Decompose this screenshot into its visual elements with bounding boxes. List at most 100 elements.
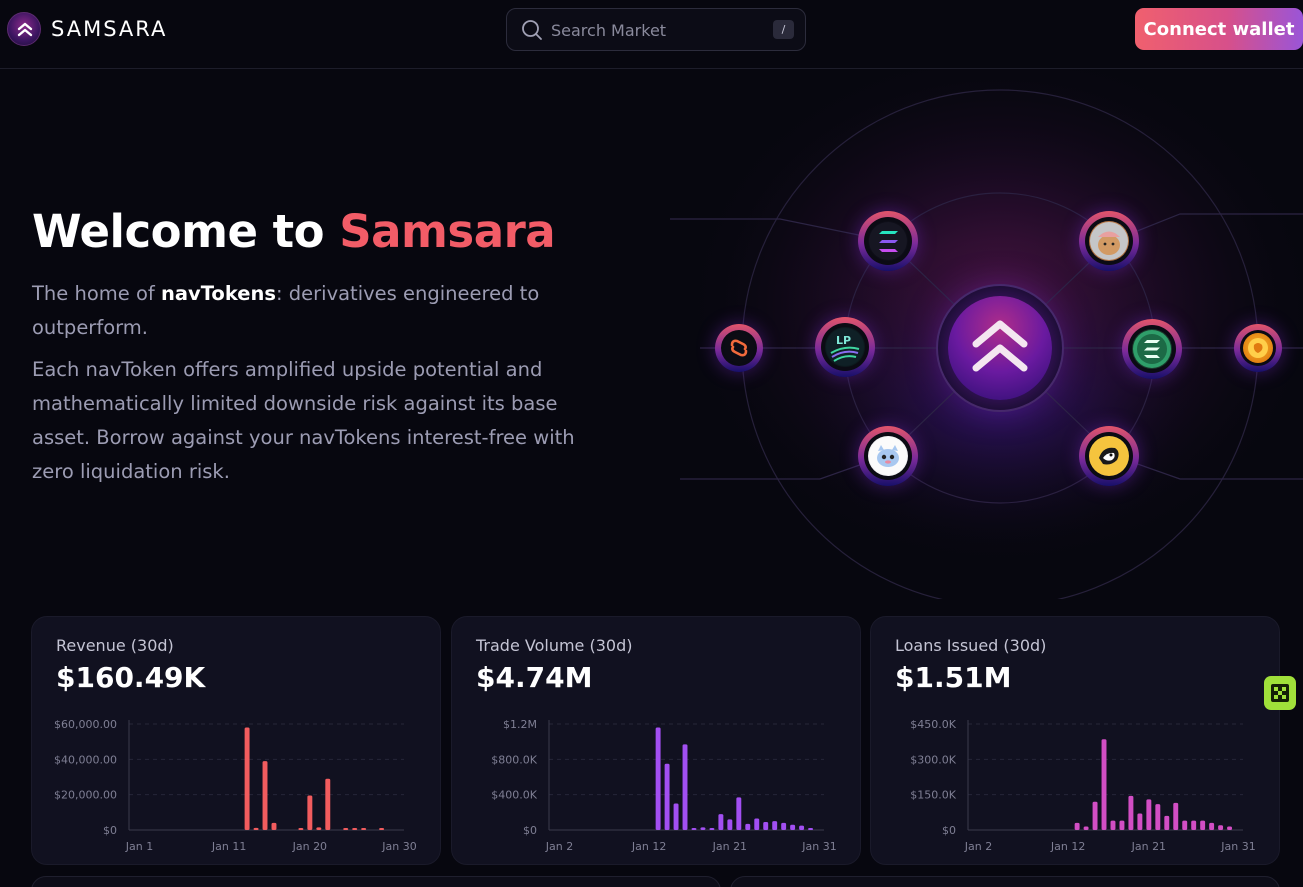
bar <box>700 827 706 830</box>
bar <box>727 819 733 830</box>
bar <box>718 814 724 830</box>
x-tick-label: Jan 31 <box>1220 840 1255 853</box>
synapse-token-icon[interactable] <box>715 324 763 372</box>
card-value: $1.51M <box>895 661 1012 694</box>
samsara-chevrons-icon <box>948 296 1052 400</box>
trade-volume-card: Trade Volume (30d) $4.74M $0 $400.0K $800.… <box>451 616 861 865</box>
bar <box>1155 804 1161 830</box>
y-tick-label: $0 <box>103 824 117 837</box>
bar <box>736 797 742 830</box>
bar <box>343 828 349 830</box>
next-section-card-right <box>730 876 1280 887</box>
loans-issued-card: Loans Issued (30d) $1.51M $0 $150.0K $300.… <box>870 616 1280 865</box>
card-label: Trade Volume (30d) <box>476 636 633 655</box>
samsara-hub <box>936 284 1064 412</box>
x-tick-label: Jan 2 <box>964 840 992 853</box>
bar <box>271 822 277 830</box>
grid-logo-icon <box>1271 684 1289 702</box>
bar <box>361 828 367 830</box>
y-tick-label: $300.0K <box>910 753 956 766</box>
bar <box>1200 820 1206 830</box>
bar <box>1218 825 1224 830</box>
bar <box>682 744 688 830</box>
bar <box>763 822 769 830</box>
connect-wallet-button[interactable]: Connect wallet <box>1135 8 1303 50</box>
bar <box>655 727 661 830</box>
hero-title-prefix: Welcome to <box>32 205 340 258</box>
bar <box>1110 820 1116 830</box>
widget-launcher-button[interactable] <box>1264 676 1296 710</box>
card-value: $160.49K <box>56 661 206 694</box>
bar <box>1119 820 1125 830</box>
hero-intro: The home of navTokens: derivatives engin… <box>32 277 592 345</box>
y-tick-label: $450.0K <box>910 718 956 731</box>
solana-token-icon[interactable] <box>858 211 918 271</box>
x-tick-label: Jan 21 <box>1131 840 1166 853</box>
bar <box>1182 820 1188 830</box>
bar <box>772 821 778 830</box>
bar <box>1227 826 1233 830</box>
bar <box>1146 799 1152 830</box>
card-label: Loans Issued (30d) <box>895 636 1047 655</box>
x-tick-label: Jan 12 <box>1050 840 1085 853</box>
trade-volume-chart: $0 $400.0K $800.0K $1.2M Jan 2 Jan 12 Jan 21 Ja… <box>491 718 836 853</box>
search-input[interactable] <box>551 19 761 41</box>
bar <box>808 828 814 830</box>
lp-token-icon[interactable]: LP <box>815 317 875 377</box>
search-shortcut-hint: / <box>773 20 794 39</box>
search-box[interactable]: / <box>506 8 806 51</box>
x-tick-label: Jan 11 <box>211 840 246 853</box>
hero-intro-before: The home of <box>32 282 161 305</box>
bar <box>664 763 670 830</box>
samsara-logo-icon[interactable] <box>7 12 41 46</box>
bar <box>1128 795 1134 830</box>
bar <box>790 824 796 830</box>
hero-title: Welcome to Samsara <box>32 205 556 258</box>
dog-token-icon[interactable] <box>1079 211 1139 271</box>
y-tick-label: $60,000.00 <box>54 718 117 731</box>
loans-issued-chart: $0 $150.0K $300.0K $450.0K Jan 2 Jan 12 Jan 21… <box>910 718 1255 853</box>
top-nav: SAMSARA / Connect wallet <box>0 0 1303 69</box>
bar <box>673 803 679 830</box>
bar <box>253 827 259 830</box>
logo-text[interactable]: SAMSARA <box>51 17 168 41</box>
hero-description: Each navToken offers amplified upside po… <box>32 358 575 483</box>
bar <box>325 778 331 830</box>
bar <box>1137 813 1143 830</box>
x-tick-label: Jan 12 <box>631 840 666 853</box>
bonk-token-icon[interactable] <box>1234 324 1282 372</box>
bar <box>1209 822 1215 830</box>
bar <box>379 828 385 830</box>
penguin-token-icon[interactable] <box>1079 426 1139 486</box>
x-tick-label: Jan 31 <box>801 840 836 853</box>
hero-intro-after: : derivatives engineered to outperform. <box>32 282 540 339</box>
bar <box>781 822 787 830</box>
y-tick-label: $0 <box>942 824 956 837</box>
hero-intro-bold: navTokens <box>160 282 276 305</box>
x-tick-label: Jan 21 <box>712 840 747 853</box>
bar <box>262 761 268 830</box>
hero-title-accent: Samsara <box>339 205 556 258</box>
bar <box>745 823 751 830</box>
bar <box>1164 815 1170 830</box>
bar <box>754 818 760 830</box>
next-section-card-left <box>31 876 721 887</box>
solana-green-token-icon[interactable] <box>1122 319 1182 379</box>
bar <box>316 827 322 830</box>
x-tick-label: Jan 2 <box>545 840 573 853</box>
y-tick-label: $1.2M <box>503 718 537 731</box>
bar <box>1173 802 1179 830</box>
cat-token-icon[interactable] <box>858 426 918 486</box>
y-tick-label: $0 <box>523 824 537 837</box>
bar <box>1191 820 1197 830</box>
bar <box>1083 826 1089 830</box>
x-tick-label: Jan 30 <box>381 840 416 853</box>
bar <box>709 828 715 830</box>
token-network-graphic: LP <box>660 69 1303 599</box>
bar <box>799 825 805 830</box>
y-tick-label: $20,000.00 <box>54 789 117 802</box>
card-value: $4.74M <box>476 661 593 694</box>
search-icon <box>522 20 542 40</box>
revenue-card: Revenue (30d) $160.49K $0 $20,000.00 $40,0… <box>31 616 441 865</box>
y-tick-label: $150.0K <box>910 789 956 802</box>
